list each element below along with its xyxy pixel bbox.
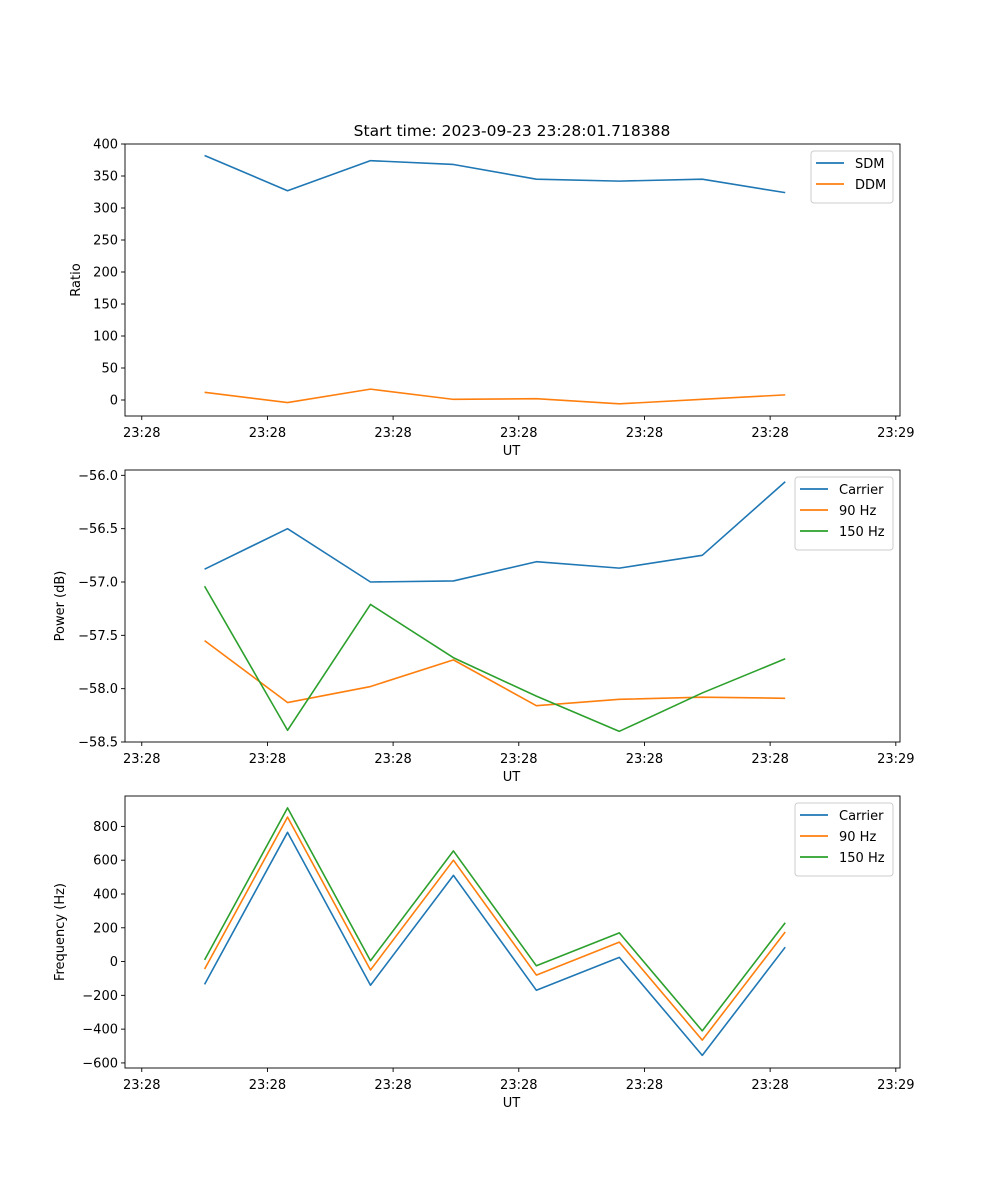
series-line-150-hz (203, 585, 786, 733)
x-tick-label: 23:28 (751, 752, 788, 767)
x-tick-label: 23:28 (626, 426, 663, 441)
series-line-90-hz (203, 816, 786, 1041)
y-tick-label: 200 (93, 921, 118, 936)
legend-entry: 150 Hz (839, 525, 885, 540)
x-tick-label: 23:28 (249, 1078, 286, 1093)
series-line-carrier (204, 481, 786, 583)
y-tick-label: 200 (93, 266, 118, 281)
y-tick-label: 50 (101, 362, 118, 377)
legend-entry: 90 Hz (839, 504, 876, 519)
y-axis-label: Frequency (Hz) (53, 883, 68, 981)
y-tick-label: 150 (93, 298, 118, 313)
x-axis-label: UT (503, 770, 521, 785)
panel-3: −600 −400 −200 0 200 400 600 800 23:28 23:28 23:28… (53, 795, 915, 1111)
y-axis-label: Power (dB) (53, 571, 68, 642)
y-tick-label: 350 (93, 170, 118, 185)
axes-frame (124, 143, 901, 417)
y-tick-label: 250 (93, 234, 118, 249)
x-tick-label: 23:28 (500, 752, 537, 767)
y-tick-label: 400 (93, 138, 118, 153)
chart-title: Start time: 2023-09-23 23:28:01.718388 (354, 122, 671, 140)
x-axis-label: UT (503, 1096, 521, 1111)
x-tick-label: 23:28 (751, 1078, 788, 1093)
y-tick-label: 400 (93, 887, 118, 902)
axes-frame (124, 795, 901, 1069)
legend-entry: 90 Hz (839, 830, 876, 845)
y-tick-label: −58.0 (78, 682, 118, 697)
legend-entry: Carrier (839, 809, 884, 824)
x-tick-label: 23:28 (626, 1078, 663, 1093)
x-tick-label: 23:28 (249, 752, 286, 767)
series-line-ddm (204, 388, 786, 405)
x-tick-label: 23:28 (123, 1078, 160, 1093)
y-tick-label: −56.5 (78, 522, 118, 537)
x-tick-label: 23:28 (374, 1078, 411, 1093)
y-tick-label: −57.0 (78, 576, 118, 591)
panel-1: 0 50 100 150 200 250 300 350 400 23:28 23:28 23:28 2… (69, 138, 915, 460)
x-tick-label: 23:28 (374, 752, 411, 767)
x-tick-label: 23:29 (877, 1078, 914, 1093)
y-tick-label: −200 (82, 989, 118, 1004)
axes-frame (124, 469, 901, 743)
legend: Carrier 90 Hz 150 Hz (794, 476, 894, 551)
series-line-sdm (204, 154, 786, 194)
panel-2: −58.5 −58.0 −57.5 −57.0 −56.5 −56.0 23:28 23:28… (53, 469, 915, 785)
legend: Carrier 90 Hz 150 Hz (794, 802, 894, 877)
y-tick-label: −57.5 (78, 629, 118, 644)
y-axis-label: Ratio (69, 263, 84, 296)
y-tick-label: −600 (82, 1056, 118, 1071)
y-tick-label: 800 (93, 820, 118, 835)
x-tick-label: 23:28 (249, 426, 286, 441)
series-line-150-hz (203, 807, 786, 1032)
y-tick-label: 0 (110, 394, 118, 409)
legend-entry: DDM (855, 178, 886, 193)
legend-entry: SDM (855, 157, 884, 172)
y-tick-label: 100 (93, 330, 118, 345)
y-tick-label: 600 (93, 854, 118, 869)
x-tick-label: 23:28 (123, 426, 160, 441)
series-line-90-hz (204, 640, 786, 707)
x-axis-label: UT (503, 444, 521, 459)
x-tick-label: 23:28 (374, 426, 411, 441)
y-tick-label: −58.5 (78, 736, 118, 751)
y-tick-label: −400 (82, 1023, 118, 1038)
x-tick-label: 23:29 (877, 752, 914, 767)
legend: SDM DDM (810, 150, 894, 204)
x-tick-label: 23:28 (500, 426, 537, 441)
y-tick-label: −56.0 (78, 469, 118, 484)
series-line-carrier (203, 831, 786, 1057)
x-tick-label: 23:28 (123, 752, 160, 767)
x-tick-label: 23:28 (751, 426, 788, 441)
x-tick-label: 23:28 (626, 752, 663, 767)
y-tick-label: 300 (93, 202, 118, 217)
x-tick-label: 23:29 (877, 426, 914, 441)
legend-entry: 150 Hz (839, 851, 885, 866)
legend-box (810, 150, 894, 204)
x-tick-label: 23:28 (500, 1078, 537, 1093)
y-tick-label: 0 (110, 955, 118, 970)
legend-entry: Carrier (839, 483, 884, 498)
